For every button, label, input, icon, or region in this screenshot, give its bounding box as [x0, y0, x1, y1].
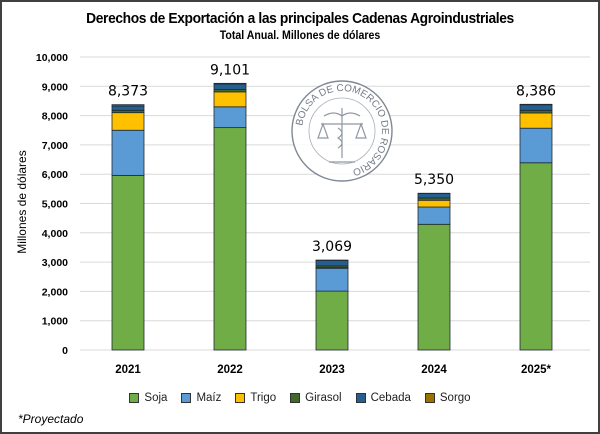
bar-stack-2025: [519, 103, 553, 351]
bar-segment-trigo: [519, 112, 553, 129]
caduceus-scales-icon: [317, 108, 367, 163]
y-tick-label: 3,000: [42, 257, 68, 269]
chart-subtitle: Total Anual. Millones de dólares: [219, 30, 381, 42]
bar-segment-maiz: [111, 129, 145, 176]
bar-segment-maiz: [417, 206, 451, 225]
bar-stack-2022: [213, 82, 247, 351]
legend-swatch: [290, 393, 301, 403]
legend-swatch: [355, 393, 366, 403]
bar-segment-trigo: [417, 199, 451, 208]
bar-segment-maiz: [213, 106, 247, 129]
legend-item: Sorgo: [424, 392, 471, 404]
bar-segment-trigo: [213, 91, 247, 108]
bar-segment-cebada: [519, 104, 553, 111]
total-label: 3,069: [312, 239, 352, 255]
legend-label: Cebada: [370, 392, 411, 404]
bar-segment-soja: [213, 127, 247, 351]
chart-title: Derechos de Exportación a las principale…: [86, 10, 514, 27]
bar-segment-maiz: [315, 267, 349, 292]
bar-stack-2024: [417, 192, 451, 351]
y-tick-label: 8,000: [42, 111, 68, 123]
y-tick-label: 0: [62, 345, 68, 357]
legend-item: Maíz: [181, 392, 221, 404]
bar-stack-2021: [111, 104, 145, 351]
y-tick-label: 9,000: [42, 81, 68, 93]
legend-item: Trigo: [235, 392, 276, 404]
y-tick-label: 7,000: [42, 140, 68, 152]
legend-item: Soja: [129, 392, 167, 404]
x-tick-label: 2025*: [521, 364, 552, 376]
chart-legend: Soja Maíz Trigo Girasol Cebada Sorgo: [2, 392, 598, 404]
legend-label: Girasol: [305, 392, 342, 404]
y-tick-label: 2,000: [42, 286, 68, 298]
legend-swatch: [181, 393, 192, 403]
legend-label: Trigo: [250, 392, 277, 404]
y-tick-label: 10,000: [36, 52, 68, 64]
bar-segment-cebada: [111, 105, 145, 111]
x-tick-label: 2022: [217, 364, 243, 376]
bar-segment-maiz: [519, 127, 553, 164]
bar-segment-soja: [315, 290, 349, 351]
legend-label: Maíz: [196, 392, 222, 404]
bcr-seal-watermark: BOLSA DE COMERCIO DE ROSARIO: [291, 80, 393, 182]
x-tick-label: 2021: [115, 364, 141, 376]
legend-swatch: [235, 393, 246, 403]
y-tick-label: 6,000: [42, 169, 68, 181]
y-axis-label: Millones de dólares: [15, 150, 29, 253]
y-tick-label: 1,000: [42, 316, 68, 328]
legend-swatch: [129, 393, 140, 403]
y-axis-ticks: 0 1,000 2,000 3,000 4,000 5,000 6,000 7,000 8,00…: [36, 52, 68, 357]
total-label: 9,101: [210, 62, 250, 78]
bar-segment-cebada: [315, 259, 349, 267]
bar-segment-soja: [417, 223, 451, 351]
legend-label: Sorgo: [439, 392, 471, 404]
y-tick-label: 5,000: [42, 199, 68, 211]
bar-segment-sorgo: [213, 82, 247, 85]
bar-segment-soja: [111, 174, 145, 351]
bar-segment-sorgo: [111, 104, 145, 107]
y-tick-label: 4,000: [42, 228, 68, 240]
legend-label: Soja: [144, 392, 168, 404]
x-tick-label: 2024: [421, 364, 447, 376]
bar-segment-trigo: [111, 112, 145, 131]
total-label: 8,373: [108, 84, 148, 100]
total-labels: 8,373 9,101 3,069 5,350 8,386: [108, 62, 556, 255]
bar-segment-soja: [519, 162, 553, 351]
total-label: 5,350: [414, 172, 454, 188]
bar-segment-cebada: [213, 83, 247, 90]
x-axis-ticks: 2021 2022 2023 2024 2025*: [115, 364, 551, 376]
x-tick-label: 2023: [319, 364, 345, 376]
legend-item: Girasol: [290, 392, 342, 404]
legend-swatch: [424, 393, 435, 403]
total-label: 8,386: [516, 83, 556, 99]
bar-segment-cebada: [417, 193, 451, 199]
bar-stack-2023: [315, 259, 349, 351]
footnote: *Proyectado: [18, 412, 84, 426]
bars: [111, 82, 553, 351]
legend-item: Cebada: [355, 392, 411, 404]
